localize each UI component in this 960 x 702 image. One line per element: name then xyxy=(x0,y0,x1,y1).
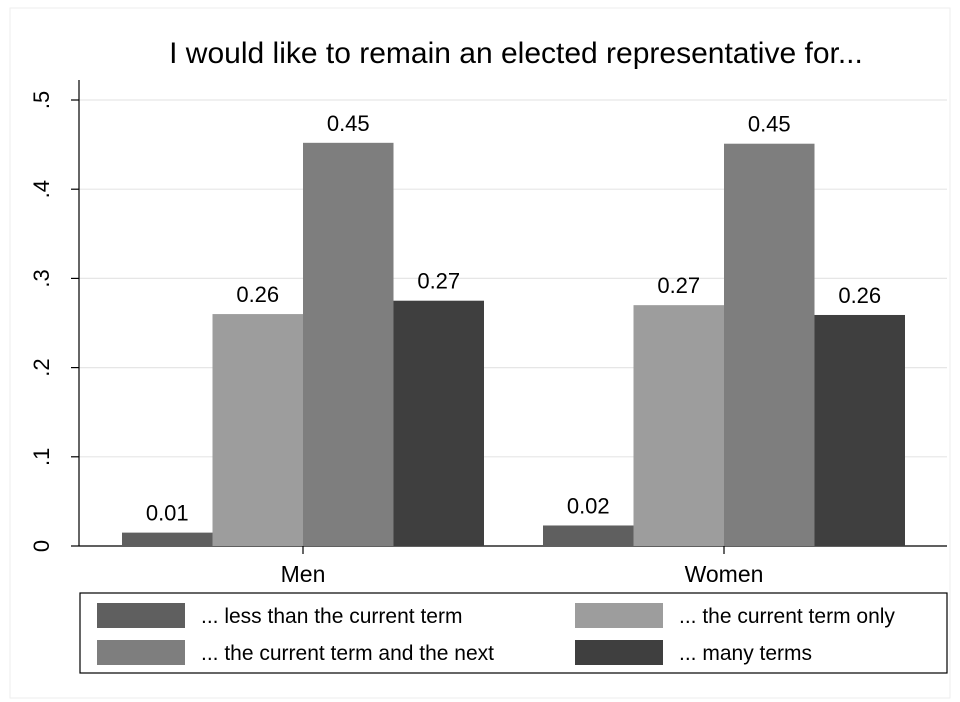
data-labels: 0.01 0.26 0.45 0.27 0.02 0.27 0.45 0.26 xyxy=(146,111,881,526)
data-label: 0.01 xyxy=(146,501,189,526)
y-tick-label: .1 xyxy=(29,448,54,466)
legend-swatch xyxy=(575,603,663,628)
data-label: 0.26 xyxy=(838,283,881,308)
y-tick-label: 0 xyxy=(29,540,54,552)
legend-label: ... the current term and the next xyxy=(201,642,494,665)
y-tick-label: .3 xyxy=(29,269,54,287)
bar xyxy=(814,314,905,546)
legend-box xyxy=(79,592,948,674)
legend-label: ... many terms xyxy=(679,642,812,665)
bar xyxy=(303,142,394,547)
legend-label: ... less than the current term xyxy=(201,605,462,628)
data-label: 0.26 xyxy=(236,282,279,307)
legend: ... less than the current term ... the cu… xyxy=(79,592,948,674)
chart-title: I would like to remain an elected repres… xyxy=(169,37,863,70)
data-label: 0.27 xyxy=(417,269,460,294)
x-category-label: Men xyxy=(281,561,326,587)
bar xyxy=(724,143,815,546)
bar xyxy=(122,532,213,546)
bar xyxy=(212,314,303,546)
data-label: 0.27 xyxy=(657,273,700,298)
x-category-label: Women xyxy=(685,561,764,587)
y-tick-label: .4 xyxy=(29,180,54,198)
data-label: 0.02 xyxy=(567,493,610,518)
legend-swatch xyxy=(97,603,185,628)
y-tick-label: .5 xyxy=(29,91,54,109)
legend-swatch xyxy=(575,640,663,665)
bars xyxy=(122,142,905,547)
data-label: 0.45 xyxy=(748,112,791,137)
legend-swatch xyxy=(97,640,185,665)
legend-label: ... the current term only xyxy=(679,605,895,628)
bar xyxy=(633,305,724,546)
data-label: 0.45 xyxy=(327,111,370,136)
y-tick-label: .2 xyxy=(29,358,54,376)
bar xyxy=(393,300,484,546)
bar xyxy=(543,525,634,546)
